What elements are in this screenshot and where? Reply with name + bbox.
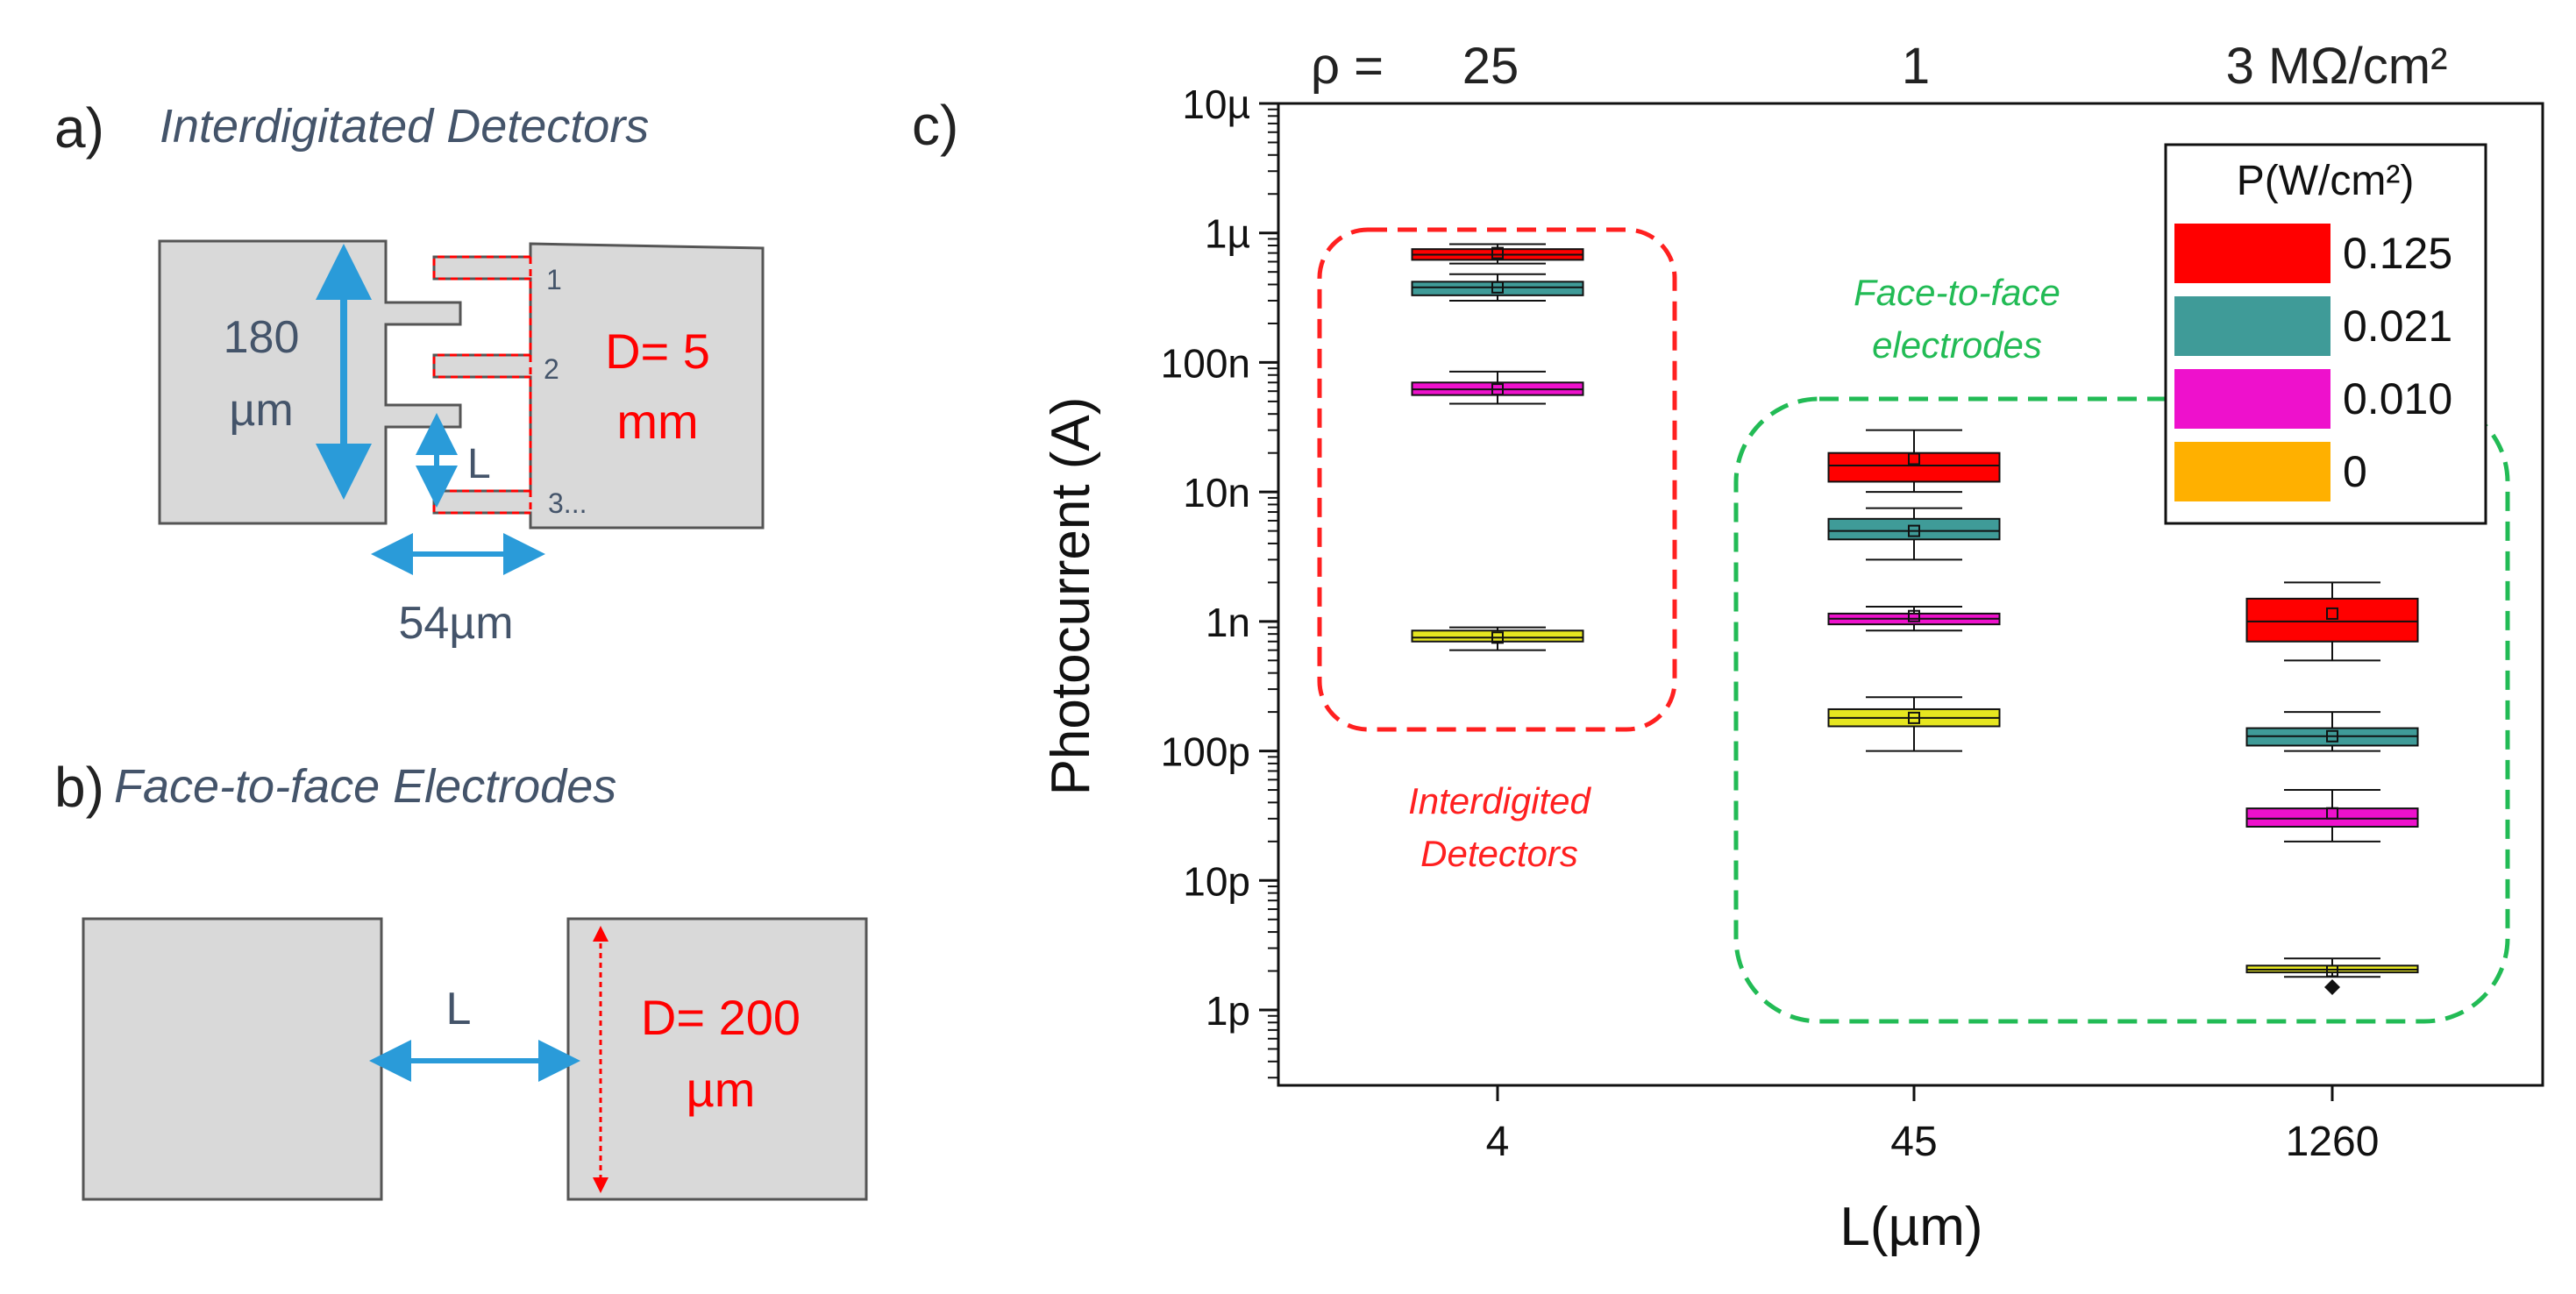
box-group: [1411, 273, 1584, 302]
box-mean-marker: [1491, 281, 1504, 294]
box-group: [1411, 243, 1584, 265]
y-tick-label: 1µ: [1205, 211, 1250, 257]
legend-label: 0.125: [2343, 229, 2452, 278]
box-body: [1827, 451, 2001, 483]
right-electrode: [566, 917, 868, 1201]
y-axis-title: Photocurrent (A): [1041, 397, 1101, 796]
box-mean-marker: [1491, 631, 1504, 644]
interdigitated-annotation-line1: Interdigited: [1408, 780, 1591, 821]
width-label: 54µm: [398, 598, 513, 649]
box-group: [2245, 957, 2419, 995]
height-unit: µm: [229, 385, 293, 436]
box-group: [1827, 429, 2001, 494]
legend-title: P(W/cm²): [2237, 158, 2415, 204]
y-tick-label: 1n: [1206, 600, 1250, 645]
y-tick-label: 1p: [1206, 988, 1250, 1034]
box-mean-marker: [1491, 383, 1504, 396]
box-group: [1827, 696, 2001, 752]
d-label-line1: D= 5: [605, 324, 710, 379]
left-electrode: [82, 917, 383, 1201]
face-to-face-annotation-line2: electrodes: [1872, 324, 2042, 366]
rho-value-2: 1: [1902, 38, 1930, 95]
box-group: [1827, 507, 2001, 561]
legend-label: 0: [2343, 447, 2367, 496]
panel-a: a) Interdigitated Detectors 180 µm 1 2 3…: [54, 96, 765, 649]
rho-prefix: ρ =: [1311, 38, 1384, 95]
gap-label: L: [467, 441, 491, 487]
panel-b-label: b): [54, 756, 104, 819]
box-group: [1411, 370, 1584, 405]
y-tick-label: 10µ: [1182, 82, 1250, 127]
panel-c: c) ρ = 25 1 3 MΩ/cm² 10µ1µ100n10n1n100p1…: [912, 38, 2544, 1257]
box-mean-marker: [2326, 964, 2338, 978]
x-tick-label: 4: [1486, 1119, 1510, 1165]
legend-swatch: [2174, 442, 2330, 501]
x-axis: 4 45 1260: [1486, 1085, 2380, 1165]
x-axis-title: L(µm): [1839, 1197, 1982, 1257]
legend-swatch: [2174, 296, 2330, 356]
x-tick-label: 45: [1890, 1119, 1937, 1165]
box-body: [2245, 597, 2419, 643]
d-label-b-line2: µm: [687, 1062, 756, 1117]
y-tick-label: 100p: [1161, 729, 1250, 775]
box-mean-marker: [2326, 607, 2338, 620]
panel-a-title: Interdigitated Detectors: [160, 100, 649, 153]
box-group: [2245, 789, 2419, 843]
box-group: [2245, 711, 2419, 752]
box-group: [2245, 581, 2419, 662]
panel-b: b) Face-to-face Electrodes L D= 200 µm: [54, 756, 868, 1201]
panel-b-title: Face-to-face Electrodes: [114, 760, 616, 813]
legend-swatch: [2174, 224, 2330, 283]
box-mean-marker: [1908, 711, 1920, 724]
legend-label: 0.021: [2343, 302, 2452, 351]
panel-a-label: a): [54, 96, 104, 160]
y-tick-label: 10n: [1183, 470, 1250, 515]
box-body: [1827, 517, 2001, 541]
face-to-face-annotation-line1: Face-to-face: [1854, 272, 2060, 313]
box-mean-marker: [2326, 807, 2338, 820]
d-label-b-line1: D= 200: [641, 990, 801, 1045]
plot-frame: [1277, 102, 2544, 1087]
box-mean-marker: [1908, 524, 1920, 537]
panel-c-label: c): [912, 94, 958, 157]
box-group: [1411, 626, 1584, 651]
gap-label-b: L: [446, 984, 472, 1034]
face-to-face-region: [1733, 396, 2510, 1024]
box-mean-marker: [2326, 729, 2338, 743]
d-label-line2: mm: [616, 394, 698, 449]
legend-swatch: [2174, 369, 2330, 429]
y-tick-label: 10p: [1183, 858, 1250, 904]
left-comb-electrode: [158, 239, 462, 525]
box-body: [2245, 807, 2419, 828]
finger-number-1: 1: [546, 264, 562, 295]
finger-number-3: 3...: [548, 487, 587, 519]
legend: P(W/cm²) 0.125 0.021 0.010 0: [2164, 143, 2487, 525]
x-tick-label: 1260: [2286, 1119, 2380, 1165]
height-value: 180: [224, 312, 300, 363]
rho-value-3: 3 MΩ/cm²: [2226, 38, 2448, 95]
box-group: [1827, 606, 2001, 632]
box-outlier: [2324, 978, 2340, 995]
rho-value-1: 25: [1462, 38, 1519, 95]
finger-number-2: 2: [544, 353, 559, 385]
interdigitated-annotation-line2: Detectors: [1420, 833, 1578, 874]
box-mean-marker: [1908, 609, 1920, 622]
box-body: [1411, 629, 1584, 643]
box-series: [1411, 243, 2419, 995]
box-mean-marker: [1908, 452, 1920, 466]
interdigitated-region: [1317, 227, 1677, 732]
y-axis: 10µ 1µ 100n 10n 1n 100p 10p 1p: [1161, 82, 1278, 1079]
y-tick-label: 100n: [1161, 340, 1250, 386]
legend-label: 0.010: [2343, 374, 2452, 423]
box-mean-marker: [1491, 246, 1504, 260]
